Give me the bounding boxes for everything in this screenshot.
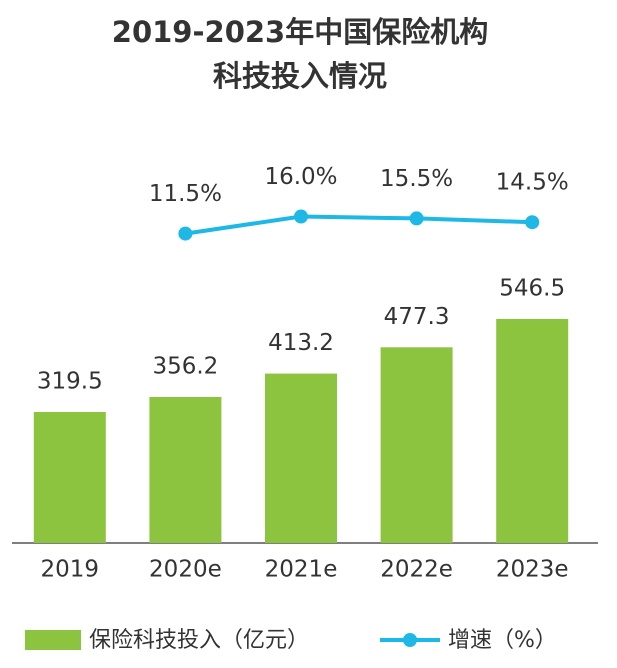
bar [496,318,569,543]
legend-swatch [403,633,417,647]
bar [33,412,106,543]
legend-label: 增速（%） [448,628,557,653]
line-point [525,215,540,230]
bar [265,373,337,543]
x-tick-label: 2019 [41,557,100,583]
data-label: 356.2 [152,353,218,379]
data-label: 14.5% [496,170,569,196]
line-point [409,211,424,226]
legend-swatch [25,630,81,650]
line [185,214,533,236]
x-tick-label: 2023e [496,557,569,583]
data-label: 319.5 [37,369,103,395]
chart-title: 科技投入情况 [213,59,387,93]
legend-label: 保险科技投入（亿元） [89,628,309,653]
x-tick-label: 2020e [149,557,222,583]
x-tick-label: 2021e [265,557,338,583]
data-label: 16.0% [264,164,337,190]
chart-title: 2019-2023年中国保险机构 [112,15,488,49]
data-label: 546.5 [499,275,565,301]
data-label: 11.5% [149,181,222,207]
data-label: 413.2 [268,330,334,356]
bar [380,347,453,543]
data-label: 15.5% [380,166,453,192]
bar [149,396,222,543]
data-label: 477.3 [384,304,450,330]
line-point [178,226,193,241]
line-point [294,209,308,224]
x-tick-label: 2022e [380,557,453,583]
